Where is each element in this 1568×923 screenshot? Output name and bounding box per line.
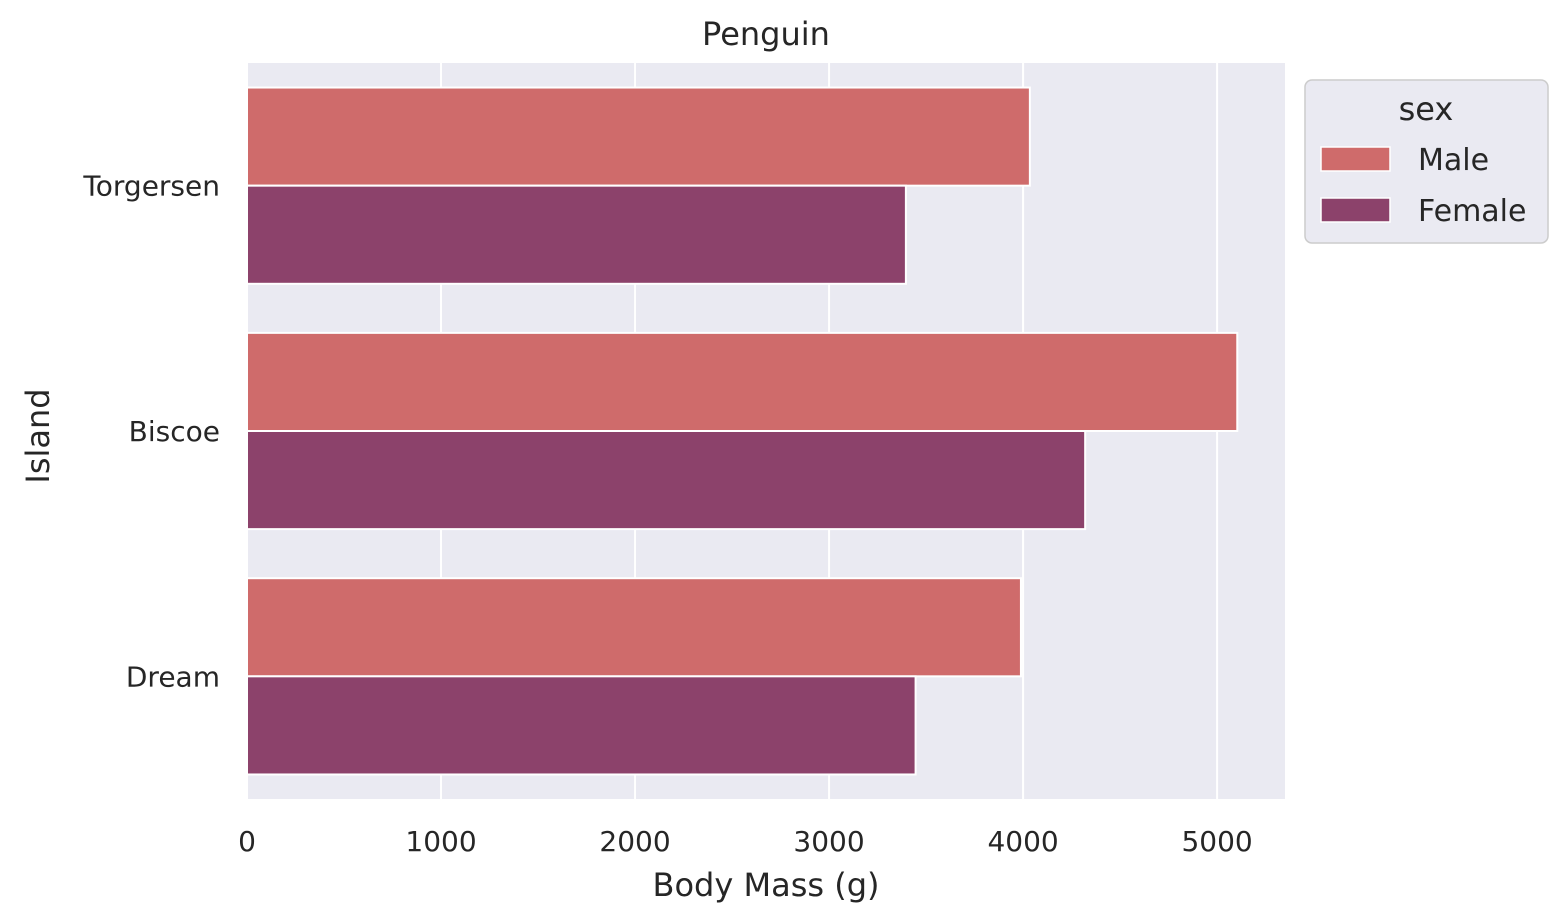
legend-title: sex xyxy=(1399,90,1454,128)
legend-swatch-female xyxy=(1320,197,1391,223)
y-axis-label: Island xyxy=(19,388,57,483)
x-tick-label: 4000 xyxy=(987,825,1058,858)
bar-torgersen-male xyxy=(246,86,1031,187)
y-tick-label: Dream xyxy=(126,660,220,693)
legend-label-male: Male xyxy=(1418,143,1489,178)
x-tick-label: 5000 xyxy=(1181,825,1252,858)
legend: sex Male Female xyxy=(1304,79,1549,244)
legend-label-female: Female xyxy=(1418,194,1526,229)
bar-biscoe-female xyxy=(246,430,1087,531)
bar-dream-female xyxy=(246,675,917,776)
y-tick-label: Biscoe xyxy=(129,415,220,448)
chart-title: Penguin xyxy=(702,15,830,53)
bars xyxy=(246,86,1239,776)
x-tick-label: 2000 xyxy=(599,825,670,858)
bar-torgersen-female xyxy=(246,184,907,285)
x-axis-label: Body Mass (g) xyxy=(653,866,880,904)
y-ticks: Torgersen Biscoe Dream xyxy=(82,170,220,694)
x-tick-label: 1000 xyxy=(405,825,476,858)
bar-biscoe-male xyxy=(246,331,1239,432)
x-tick-label: 0 xyxy=(238,825,256,858)
x-ticks: 0 1000 2000 3000 4000 5000 xyxy=(238,825,1253,858)
x-tick-label: 3000 xyxy=(793,825,864,858)
y-tick-label: Torgersen xyxy=(82,170,220,203)
bar-dream-male xyxy=(246,577,1022,678)
legend-swatch-male xyxy=(1320,146,1391,172)
